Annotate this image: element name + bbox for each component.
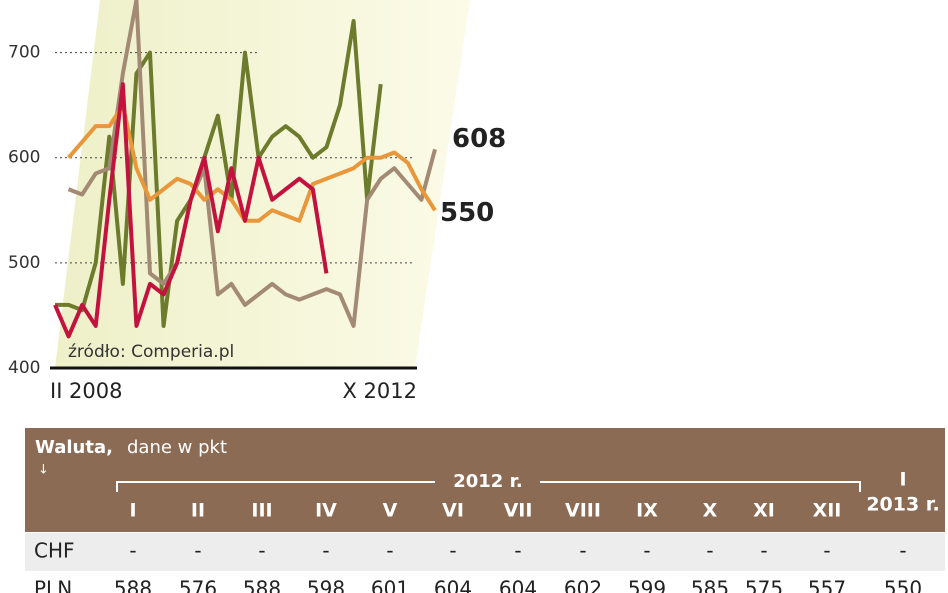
- cell: -: [386, 539, 393, 563]
- column-header: IX: [636, 500, 658, 522]
- series-line: [67, 103, 437, 223]
- cell: -: [258, 539, 265, 563]
- cell: -: [449, 539, 456, 563]
- cell: 604: [499, 577, 537, 593]
- cell: -: [823, 539, 830, 563]
- y-tick-label: 700: [8, 43, 40, 63]
- row-label: PLN: [34, 577, 72, 593]
- cell: -: [322, 539, 329, 563]
- column-header: 2013 r.: [866, 494, 939, 516]
- plot-background: [55, 0, 470, 368]
- cell: -: [760, 539, 767, 563]
- cell: -: [899, 539, 906, 563]
- column-header: VIII: [565, 500, 601, 522]
- table-header: [25, 428, 945, 532]
- header-unit: dane w pkt: [127, 437, 227, 458]
- cell: -: [514, 539, 521, 563]
- column-header: II: [191, 500, 205, 522]
- cell: 588: [114, 577, 152, 593]
- column-header: I: [899, 469, 906, 491]
- cell: -: [129, 539, 136, 563]
- end-annotation: 550: [440, 198, 494, 228]
- cell: 588: [243, 577, 281, 593]
- arrow: ↓: [38, 463, 49, 478]
- column-header: X: [703, 500, 718, 522]
- y-tick-label: 500: [8, 253, 40, 273]
- source: źródło: Comperia.pl: [68, 342, 234, 362]
- column-header: I: [129, 500, 136, 522]
- series-line: [67, 0, 437, 328]
- header-label: Waluta,: [35, 437, 113, 458]
- cell: -: [579, 539, 586, 563]
- column-header: IV: [315, 500, 337, 522]
- table-row-bg: [25, 533, 945, 571]
- y-tick-label: 400: [8, 358, 40, 378]
- cell: 585: [691, 577, 729, 593]
- cell: 576: [179, 577, 217, 593]
- x-tick-label: X 2012: [342, 379, 417, 403]
- year-group: 2012 r.: [453, 471, 523, 492]
- x-tick-label: II 2008: [50, 379, 123, 403]
- cell: 598: [307, 577, 345, 593]
- series-line: [55, 19, 383, 328]
- column-header: VI: [442, 500, 464, 522]
- end-annotation: 608: [452, 124, 506, 154]
- cell: 557: [808, 577, 846, 593]
- column-header: III: [251, 500, 272, 522]
- column-header: V: [383, 500, 398, 522]
- cell: 575: [745, 577, 783, 593]
- year-bracket: [116, 481, 861, 492]
- cell: 602: [564, 577, 602, 593]
- cell: 601: [371, 577, 409, 593]
- row-label: CHF: [34, 539, 75, 563]
- column-header: XII: [813, 500, 842, 522]
- column-header: VII: [504, 500, 533, 522]
- cell: 550: [884, 577, 922, 593]
- y-tick-label: 600: [8, 148, 40, 168]
- cell: 599: [628, 577, 666, 593]
- cell: -: [643, 539, 650, 563]
- column-header: XI: [753, 500, 775, 522]
- series-line: [53, 82, 329, 339]
- cell: -: [706, 539, 713, 563]
- cell: -: [194, 539, 201, 563]
- cell: 604: [434, 577, 472, 593]
